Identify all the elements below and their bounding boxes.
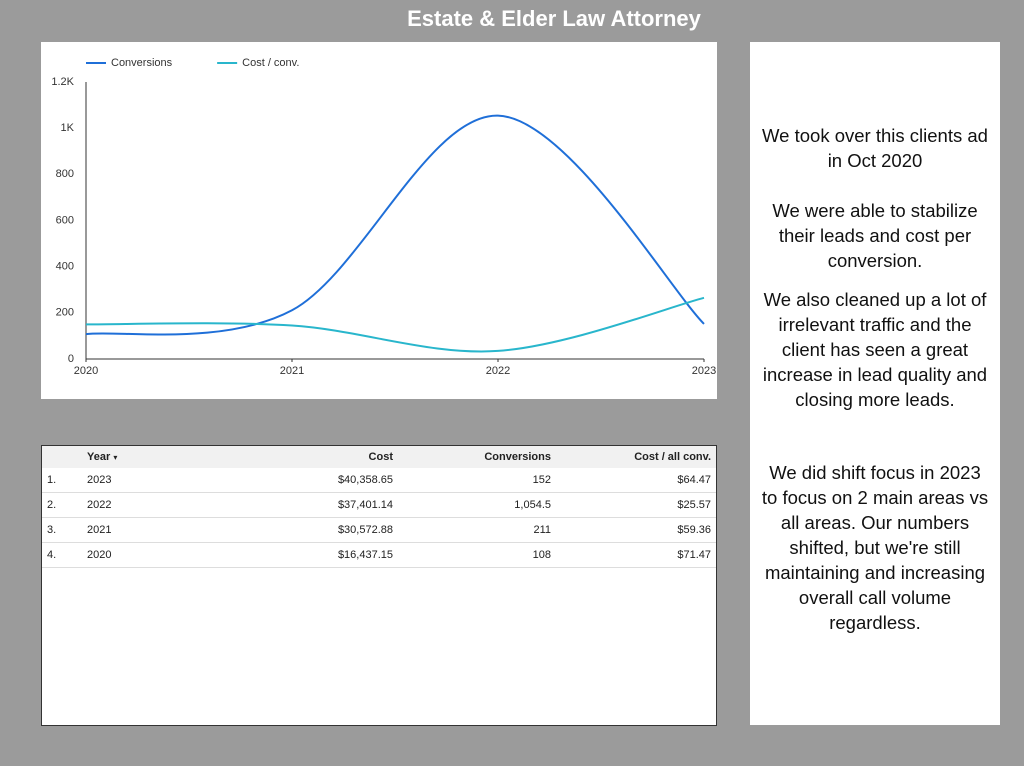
table-cell: $16,437.15: [202, 542, 398, 568]
column-header[interactable]: Cost / all conv.: [556, 446, 716, 468]
note-text: We took over this clients ad in Oct 2020: [762, 125, 988, 171]
table-cell: 2.: [42, 492, 82, 518]
table-cell: $37,401.14: [202, 492, 398, 518]
x-tick-label: 2023: [692, 365, 716, 377]
series-line: [85, 114, 705, 336]
x-tick-label: 2020: [74, 365, 98, 377]
y-tick-label: 800: [56, 168, 74, 180]
table-cell: $71.47: [556, 542, 716, 568]
table-row: 2. 2022 $37,401.14 1,054.5 $25.57: [42, 492, 716, 518]
x-tick-label: 2022: [486, 365, 510, 377]
page-title: Estate & Elder Law Attorney: [407, 6, 701, 31]
table-cell: $30,572.88: [202, 517, 398, 543]
legend-label: Cost / conv.: [242, 57, 299, 69]
y-tick-label: 400: [56, 261, 74, 273]
table-cell: 2023: [82, 468, 203, 493]
chart: 0 200 400 600 800 1K 1.2K 2020 2021 2022 2023 Conve…: [51, 57, 716, 377]
table-cell: 2020: [82, 542, 203, 568]
table-cell: $25.57: [556, 492, 716, 518]
header-row: Year ▾ Cost Conversions Cost / all conv.: [42, 446, 716, 468]
y-tick-label: 600: [56, 214, 74, 226]
table-cell: 152: [398, 468, 556, 493]
table-cell: $64.47: [556, 468, 716, 493]
column-header[interactable]: Year ▾: [82, 446, 203, 468]
note-text: We did shift focus in 2023 to focus on 2…: [761, 462, 989, 633]
header-text: Year: [87, 451, 111, 463]
table-cell: 211: [398, 517, 556, 543]
table-row: 1. 2023 $40,358.65 152 $64.47: [42, 468, 716, 493]
x-tick-label: 2021: [280, 365, 304, 377]
table-cell: $59.36: [556, 517, 716, 543]
y-tick-label: 1.2K: [51, 76, 74, 88]
table-cell: 4.: [42, 542, 82, 568]
data-table: Year ▾ Cost Conversions Cost / all conv.…: [42, 446, 716, 568]
y-tick-label: 0: [68, 353, 74, 365]
table-cell: 1.: [42, 468, 82, 493]
chart-panel: 0 200 400 600 800 1K 1.2K 2020 2021 2022 2023 Conve…: [41, 42, 717, 399]
column-header[interactable]: Conversions: [398, 446, 556, 468]
table-cell: $40,358.65: [202, 468, 398, 493]
y-tick-label: 1K: [61, 122, 75, 134]
note-text: We were able to stabilize their leads an…: [772, 200, 978, 271]
table-row: 3. 2021 $30,572.88 211 $59.36: [42, 517, 716, 543]
index-header: [42, 446, 82, 468]
table-row: 4. 2020 $16,437.15 108 $71.47: [42, 542, 716, 568]
legend-label: Conversions: [111, 57, 173, 69]
table-cell: 108: [398, 542, 556, 568]
table-cell: 1,054.5: [398, 492, 556, 518]
table-cell: 3.: [42, 517, 82, 543]
table-cell: 2022: [82, 492, 203, 518]
series-line: [85, 296, 705, 353]
note-text: We also cleaned up a lot of irrelevant t…: [762, 289, 988, 410]
notes-panel: We took over this clients ad in Oct 2020…: [750, 42, 1000, 725]
table-panel: Year ▾ Cost Conversions Cost / all conv.…: [41, 445, 717, 726]
column-header[interactable]: Cost: [202, 446, 398, 468]
table-cell: 2021: [82, 517, 203, 543]
y-tick-label: 200: [56, 307, 74, 319]
